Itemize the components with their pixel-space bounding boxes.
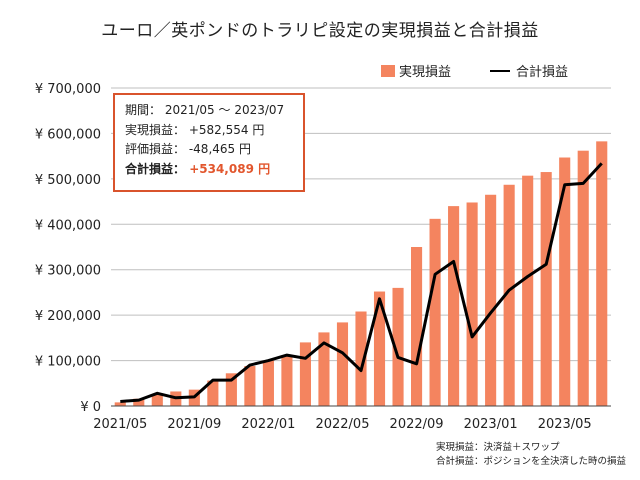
legend-swatch-realized [381, 65, 395, 77]
bar [577, 150, 589, 406]
total-label: 合計損益： [125, 161, 186, 176]
x-tick-label: 2022/01 [241, 417, 295, 432]
bar [466, 202, 478, 406]
period-value: 2021/05 ～ 2023/07 [164, 103, 285, 117]
realized-value: +582,554 円 [188, 122, 265, 137]
bar [485, 194, 497, 406]
period-label: 期間： [125, 103, 162, 117]
bar [448, 206, 460, 406]
x-tick-label: 2023/01 [464, 417, 518, 432]
total-value: +534,089 円 [189, 161, 271, 176]
bar [318, 332, 330, 406]
bar [392, 287, 404, 406]
legend-label-total: 合計損益 [516, 64, 568, 80]
bar [281, 355, 293, 406]
bar [262, 360, 274, 406]
bar [355, 311, 367, 406]
x-tick-label: 2021/09 [167, 417, 221, 432]
bar [373, 291, 386, 406]
bar [225, 373, 237, 406]
bar [151, 394, 163, 406]
y-tick-label: ¥ 600,000 [35, 127, 101, 142]
bar [503, 184, 515, 406]
total-row: 合計損益： +534,089 円 [125, 160, 293, 180]
total-pl-line [120, 162, 603, 403]
unrealized-label: 評価損益： [125, 142, 186, 156]
period-row: 期間： 2021/05 ～ 2023/07 [125, 101, 293, 121]
bar [244, 366, 256, 406]
bar [114, 402, 126, 406]
footnotes: 実現損益：決済益＋スワップ 合計損益：ポジションを全決済した時の損益 [436, 441, 626, 469]
y-tick-label: ¥ 0 [80, 400, 101, 415]
bar [133, 398, 145, 406]
x-tick-label: 2022/05 [315, 417, 369, 432]
bar [559, 157, 571, 406]
realized-label: 実現損益： [125, 122, 186, 137]
x-tick-label: 2023/05 [538, 417, 592, 432]
y-tick-label: ¥ 200,000 [35, 309, 101, 324]
bar [540, 172, 552, 406]
chart-title: ユーロ／英ポンドのトラリピ設定の実現損益と合計損益 [101, 21, 539, 41]
bar [336, 322, 349, 406]
realized-row: 実現損益： +582,554 円 [125, 121, 293, 141]
y-tick-label: ¥ 300,000 [35, 264, 101, 279]
footnote-total: 合計損益：ポジションを全決済した時の損益 [435, 456, 626, 467]
unrealized-row: 評価損益： -48,465 円 [125, 140, 293, 160]
footnote-realized: 実現損益：決済益＋スワップ [435, 442, 560, 453]
bar [411, 247, 423, 406]
legend-label-realized: 実現損益 [399, 64, 451, 80]
x-tick-label: 2021/05 [93, 417, 147, 432]
bar [596, 141, 608, 406]
bar [522, 175, 534, 406]
summary-box: 期間： 2021/05 ～ 2023/07 実現損益： +582,554 円 評… [113, 93, 305, 192]
y-tick-label: ¥ 100,000 [35, 355, 101, 370]
y-tick-label: ¥ 400,000 [35, 218, 101, 233]
bar [299, 342, 311, 406]
y-tick-label: ¥ 700,000 [35, 82, 101, 97]
y-tick-label: ¥ 500,000 [35, 173, 101, 188]
bar [429, 218, 441, 406]
bar [207, 380, 219, 406]
x-tick-label: 2022/09 [390, 417, 444, 432]
unrealized-value: -48,465 円 [188, 142, 251, 156]
